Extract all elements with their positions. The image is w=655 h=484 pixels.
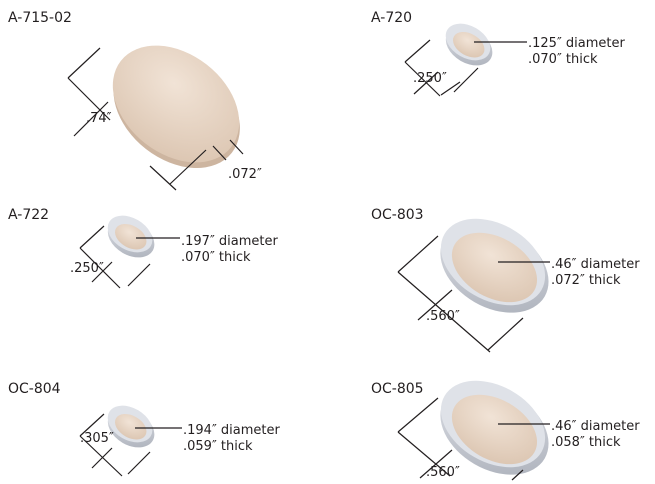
note-diameter: .46″ diameter	[551, 257, 640, 272]
dimension-line	[397, 397, 524, 481]
note-thickness: .072″ thick	[551, 273, 621, 288]
part-a-715-02: A-715-02 .74″ .072″	[8, 10, 262, 191]
note-thickness: .070″ thick	[181, 250, 251, 265]
dimension-line	[79, 225, 151, 289]
dimension-value: .305″	[80, 431, 114, 446]
part-label: OC-804	[8, 381, 61, 397]
part-a-720: A-720 .250″ .125″ diameter .070″ thick	[371, 10, 626, 97]
dimension-value: .560″	[426, 309, 460, 324]
note-diameter: .194″ diameter	[183, 423, 281, 438]
part-a-722: A-722 .250″ .197″ diameter .070″ thick	[8, 207, 279, 289]
note-thickness: .058″ thick	[551, 435, 621, 450]
dimension-value: .250″	[70, 261, 104, 276]
dimension-line	[404, 39, 479, 97]
note-thickness: .070″ thick	[528, 52, 598, 67]
dimension-value: .250″	[413, 71, 447, 86]
disc-oc-803	[440, 218, 549, 313]
part-oc-804: OC-804 .305″ .194″ diameter .059″ thick	[8, 381, 281, 477]
note-diameter: .125″ diameter	[528, 36, 626, 51]
dimension-line-thickness	[212, 139, 244, 161]
dimension-line	[397, 235, 524, 353]
part-label: OC-805	[371, 381, 424, 397]
dimension-line	[79, 413, 151, 477]
dimension-thickness: .072″	[228, 167, 262, 182]
part-label: A-715-02	[8, 10, 72, 26]
dimension-line-diameter	[67, 47, 207, 191]
disc-oc-804	[107, 405, 155, 448]
disc-a-715-02	[112, 45, 240, 169]
part-oc-803: OC-803 .560″ .46″ diameter .072″ thick	[371, 207, 640, 353]
note-diameter: .46″ diameter	[551, 419, 640, 434]
part-label: A-720	[371, 10, 412, 26]
part-label: OC-803	[371, 207, 424, 223]
dimension-diameter: .74″	[86, 111, 112, 126]
note-diameter: .197″ diameter	[181, 234, 279, 249]
disc-a-722	[107, 215, 155, 258]
disc-a-720	[445, 23, 493, 66]
part-oc-805: OC-805 .560″ .46″ diameter .058″ thick	[371, 380, 640, 481]
note-thickness: .059″ thick	[183, 439, 253, 454]
dimension-value: .560″	[426, 465, 460, 480]
part-label: A-722	[8, 207, 49, 223]
disc-oc-805	[440, 380, 549, 475]
